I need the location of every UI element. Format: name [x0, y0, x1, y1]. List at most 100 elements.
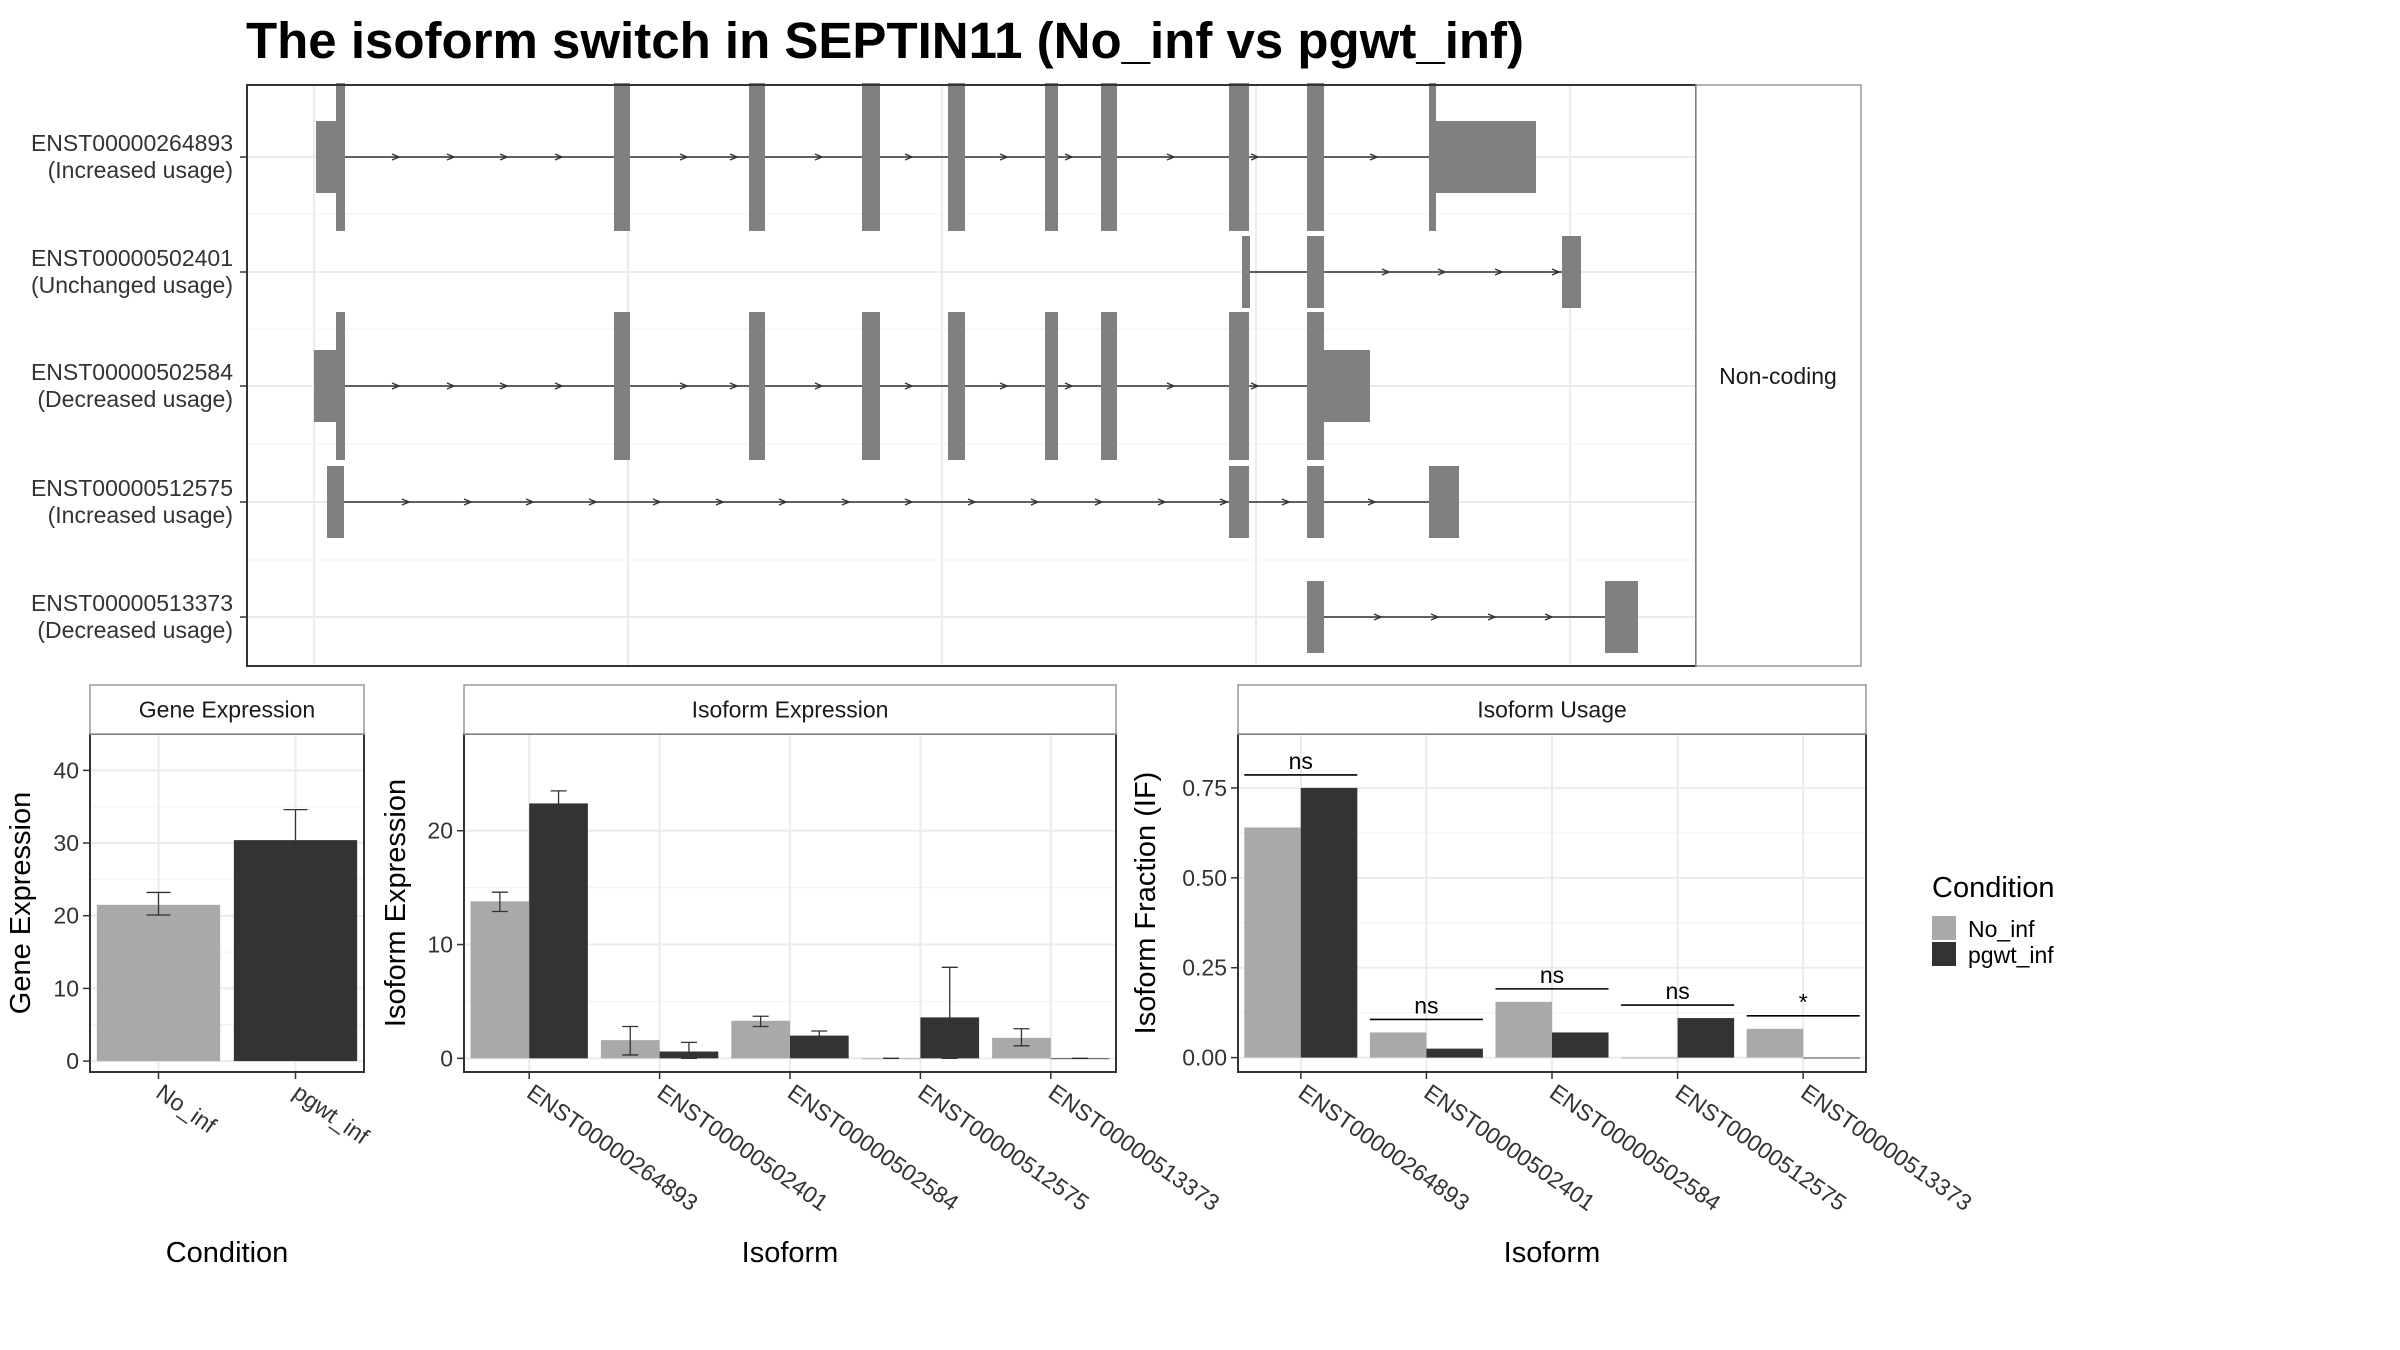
y-axis-title: Isoform Fraction (IF): [1130, 772, 1162, 1035]
intron-direction-arrow: [904, 153, 914, 161]
transcript-usage-label: (Increased usage): [48, 157, 233, 183]
bar: [1677, 1018, 1735, 1058]
intron-direction-arrow: [1219, 498, 1229, 506]
bar: [529, 803, 588, 1059]
intron-direction-arrow: [679, 153, 689, 161]
exon-block: [336, 312, 345, 460]
bar: [1244, 827, 1301, 1058]
intron-direction-arrow: [1030, 498, 1040, 506]
transcript-usage-label: (Decreased usage): [37, 617, 233, 643]
intron-direction-arrow: [1281, 498, 1291, 506]
intron-direction-arrow: [1551, 268, 1561, 276]
exon-block: [314, 350, 340, 422]
bar: [1369, 1032, 1427, 1058]
intron-direction-arrow: [1250, 382, 1260, 390]
intron-direction-arrow: [1367, 498, 1377, 506]
intron-direction-arrow: [401, 498, 411, 506]
panel-strip-label: Gene Expression: [139, 697, 315, 723]
intron-direction-arrow: [588, 498, 598, 506]
exon-block: [1433, 121, 1536, 193]
panel-strip: [1237, 684, 1867, 735]
intron-direction-arrow: [1494, 268, 1504, 276]
exon-block: [1429, 83, 1436, 231]
intron-direction-arrow: [1166, 153, 1176, 161]
exon-block: [614, 312, 630, 460]
exon-block: [327, 466, 344, 538]
transcript-usage-label: (Unchanged usage): [31, 272, 233, 298]
intron-direction-arrow: [554, 382, 564, 390]
panel-strip-label: Isoform Usage: [1477, 697, 1627, 723]
significance-label: ns: [1414, 992, 1438, 1018]
bar: [470, 901, 530, 1059]
y-tick-label: 0.25: [1182, 955, 1227, 981]
transcript-strip: [1695, 84, 1862, 667]
intron-direction-arrow: [554, 153, 564, 161]
isoform-expression-panel: Isoform Expression01020ENST00000264893EN…: [380, 684, 1224, 1269]
intron-direction-arrow: [841, 498, 851, 506]
intron-direction-arrow: [729, 153, 739, 161]
exon-block: [1605, 581, 1638, 653]
bar: [1746, 1028, 1804, 1058]
transcript-usage-label: (Decreased usage): [37, 386, 233, 412]
x-tick-label: pgwt_inf: [289, 1079, 375, 1150]
y-tick-label: 40: [53, 757, 79, 783]
legend-label-no-inf: No_inf: [1968, 916, 2035, 942]
intron-direction-arrow: [679, 382, 689, 390]
intron-direction-arrow: [1487, 613, 1497, 621]
exon-block: [1045, 312, 1058, 460]
legend-key-pgwt-inf: [1932, 942, 1956, 966]
exon-block: [1101, 312, 1117, 460]
legend-title: Condition: [1932, 872, 2055, 904]
exon-block: [1307, 236, 1324, 308]
y-tick-label: 0: [66, 1048, 79, 1074]
intron-direction-arrow: [1157, 498, 1167, 506]
exon-block: [749, 83, 765, 231]
intron-direction-arrow: [999, 382, 1009, 390]
panel-strip-label: Isoform Expression: [692, 697, 889, 723]
intron-direction-arrow: [391, 382, 401, 390]
intron-direction-arrow: [904, 382, 914, 390]
intron-direction-arrow: [1544, 613, 1554, 621]
transcript-id-label: ENST00000512575: [31, 475, 233, 501]
intron-direction-arrow: [525, 498, 535, 506]
y-tick-label: 20: [427, 818, 453, 844]
intron-direction-arrow: [967, 498, 977, 506]
y-tick-label: 0.75: [1182, 775, 1227, 801]
bar: [233, 840, 358, 1062]
panel-strip: [463, 684, 1117, 735]
y-tick-label: 30: [53, 830, 79, 856]
intron-direction-arrow: [814, 153, 824, 161]
intron-direction-arrow: [1369, 153, 1379, 161]
intron-direction-arrow: [1166, 382, 1176, 390]
intron-direction-arrow: [1094, 498, 1104, 506]
significance-label: ns: [1540, 962, 1564, 988]
legend-label-pgwt-inf: pgwt_inf: [1968, 942, 2054, 968]
transcript-id-label: ENST00000513373: [31, 590, 233, 616]
intron-direction-arrow: [1373, 613, 1383, 621]
transcript-id-label: ENST00000264893: [31, 130, 233, 156]
bar: [790, 1035, 849, 1059]
intron-direction-arrow: [999, 153, 1009, 161]
bar: [1495, 1001, 1552, 1058]
bar: [1621, 1057, 1678, 1059]
exon-block: [862, 83, 880, 231]
x-axis-title: Isoform: [742, 1237, 839, 1269]
intron-direction-arrow: [1064, 153, 1074, 161]
exon-block: [1307, 312, 1324, 460]
exon-block: [1229, 466, 1249, 538]
intron-direction-arrow: [814, 382, 824, 390]
y-axis-title: Gene Expression: [5, 792, 37, 1014]
y-tick-label: 0.00: [1182, 1045, 1227, 1071]
x-axis-title: Condition: [166, 1237, 289, 1269]
intron-direction-arrow: [729, 382, 739, 390]
intron-direction-arrow: [463, 498, 473, 506]
intron-direction-arrow: [652, 498, 662, 506]
exon-block: [1562, 236, 1581, 308]
gene-expression-panel: Gene Expression 0 10 20 30 40 No_inf pgwt_inf Co…: [5, 684, 375, 1269]
y-tick-label: 0.50: [1182, 865, 1227, 891]
exon-block: [749, 312, 765, 460]
bar: [1803, 1057, 1860, 1059]
transcript-strip-label: Non-coding: [1719, 363, 1837, 389]
